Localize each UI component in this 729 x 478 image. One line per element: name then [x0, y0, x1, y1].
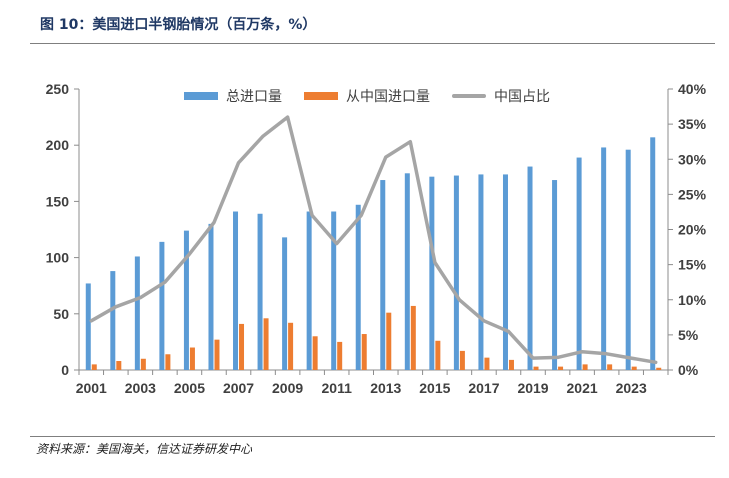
bottom-rule: [30, 436, 715, 437]
y-right-tick-label: 25%: [678, 186, 707, 202]
bar-total: [601, 147, 607, 370]
bar-china: [435, 340, 441, 370]
bar-china: [91, 364, 97, 370]
bar-total: [650, 137, 656, 370]
y-right-tick-label: 30%: [678, 151, 707, 167]
x-tick-label: 2023: [616, 380, 647, 396]
x-tick-label: 2013: [370, 380, 401, 396]
x-tick-label: 2021: [567, 380, 598, 396]
legend-item-china: 从中国进口量: [304, 86, 430, 106]
x-tick-label: 2003: [125, 380, 156, 396]
legend-label-china: 从中国进口量: [346, 89, 430, 105]
legend-label-share: 中国占比: [494, 89, 550, 105]
bar-china: [288, 322, 294, 370]
y-right-tick-label: 0%: [678, 362, 699, 378]
legend-label-total: 总进口量: [226, 89, 282, 105]
y-left-tick-label: 150: [46, 193, 70, 209]
bar-total: [453, 175, 459, 370]
y-left-tick-label: 100: [46, 250, 70, 266]
bar-china: [337, 341, 343, 370]
bar-total: [233, 211, 239, 370]
bar-china: [656, 367, 662, 370]
bar-china: [459, 350, 465, 370]
bar-total: [85, 283, 91, 370]
bar-total: [282, 237, 288, 370]
y-right-tick-label: 15%: [678, 257, 707, 273]
y-right-tick-label: 10%: [678, 292, 707, 308]
bar-total: [183, 230, 189, 370]
bar-total: [355, 204, 361, 370]
bar-china: [533, 366, 539, 370]
bar-total: [625, 149, 631, 370]
bar-total: [429, 176, 435, 370]
x-tick-label: 2005: [174, 380, 205, 396]
y-left-tick-label: 0: [61, 362, 69, 378]
chart-legend: 总进口量 从中国进口量 中国占比: [184, 86, 572, 106]
y-left-tick-label: 200: [46, 137, 70, 153]
bar-total: [159, 241, 165, 370]
y-right-tick-label: 5%: [678, 327, 699, 343]
y-right-tick-label: 35%: [678, 116, 707, 132]
x-tick-label: 2015: [419, 380, 450, 396]
bar-china: [558, 366, 564, 370]
y-left-tick-label: 250: [46, 81, 70, 97]
bar-china: [140, 358, 146, 370]
x-tick-label: 2017: [468, 380, 499, 396]
bar-total: [110, 271, 116, 370]
x-tick-label: 2001: [76, 380, 107, 396]
bar-total: [306, 211, 312, 370]
legend-swatch-total: [184, 92, 218, 100]
bar-total: [331, 211, 337, 370]
bar-china: [607, 364, 613, 370]
bar-china: [189, 347, 195, 370]
bar-china: [410, 305, 416, 370]
legend-item-total: 总进口量: [184, 86, 282, 106]
bar-china: [116, 361, 122, 370]
bar-china: [361, 334, 367, 370]
bar-total: [208, 223, 214, 370]
bar-total: [527, 166, 533, 370]
line-china-share: [89, 115, 658, 365]
bar-china: [631, 366, 637, 370]
bar-china: [386, 312, 392, 370]
x-tick-label: 2007: [223, 380, 254, 396]
legend-swatch-china: [304, 92, 338, 100]
figure-title: 图 10：美国进口半钢胎情况（百万条，%）: [40, 17, 317, 33]
y-left-tick-label: 50: [53, 306, 69, 322]
x-tick-label: 2011: [322, 380, 353, 396]
bar-china: [582, 364, 588, 370]
legend-swatch-share: [452, 94, 486, 98]
legend-item-share: 中国占比: [452, 86, 550, 106]
bar-total: [502, 174, 508, 370]
source-note: 资料来源：美国海关，信达证券研发中心: [36, 442, 253, 456]
bar-china: [263, 318, 269, 370]
bar-total: [478, 174, 484, 370]
bar-china: [214, 339, 220, 370]
bar-total: [552, 180, 558, 370]
bar-china: [508, 359, 514, 370]
bar-total: [404, 173, 410, 370]
y-right-tick-label: 40%: [678, 81, 707, 97]
bar-china: [312, 336, 318, 370]
bar-total: [576, 157, 582, 370]
bar-china: [484, 357, 490, 370]
x-tick-label: 2019: [517, 380, 548, 396]
bar-china: [165, 354, 171, 370]
bar-total: [257, 213, 263, 370]
bar-china: [239, 323, 245, 370]
bar-total: [380, 180, 386, 370]
y-right-tick-label: 20%: [678, 222, 707, 238]
top-rule: [30, 43, 715, 44]
x-tick-label: 2009: [272, 380, 303, 396]
bar-total: [134, 256, 140, 370]
